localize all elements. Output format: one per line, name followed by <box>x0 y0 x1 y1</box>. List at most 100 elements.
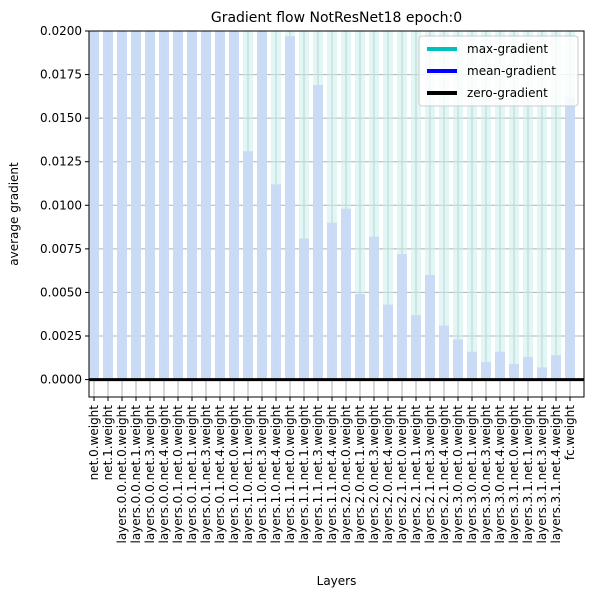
mean-gradient-bar <box>117 31 127 380</box>
mean-gradient-bar <box>467 351 477 380</box>
mean-gradient-bar <box>495 351 505 380</box>
x-tick-label: layers.3.0.net.1.weight <box>465 405 479 544</box>
max-gradient-bar <box>495 31 505 380</box>
mean-gradient-bar <box>397 254 407 380</box>
max-gradient-bar <box>523 31 533 380</box>
y-tick-label: 0.0150 <box>40 111 82 125</box>
bars <box>89 31 575 380</box>
y-tick-label: 0.0025 <box>40 329 82 343</box>
x-tick-label: layers.1.0.net.4.weight <box>269 405 283 544</box>
mean-gradient-bar <box>299 238 309 380</box>
mean-gradient-bar <box>523 356 533 380</box>
mean-gradient-bar <box>425 275 435 380</box>
legend: max-gradient mean-gradient zero-gradient <box>418 35 579 107</box>
x-tick-label: fc.weight <box>563 405 577 460</box>
x-tick-label: layers.2.1.net.0.weight <box>395 405 409 544</box>
legend-label: max-gradient <box>467 42 548 56</box>
x-tick-label: layers.0.0.net.0.weight <box>115 405 129 544</box>
x-tick-label: layers.2.0.net.0.weight <box>339 405 353 544</box>
mean-gradient-bar <box>229 31 239 380</box>
max-gradient-bar <box>481 31 491 380</box>
x-tick-label: layers.2.0.net.1.weight <box>353 405 367 544</box>
x-axis-label: Layers <box>317 574 357 588</box>
mean-gradient-bar <box>159 31 169 380</box>
mean-gradient-bar <box>411 315 421 380</box>
mean-gradient-bar <box>341 208 351 380</box>
mean-gradient-bar <box>327 222 337 380</box>
max-gradient-bar <box>355 31 365 380</box>
legend-label: zero-gradient <box>467 86 548 100</box>
mean-gradient-bar <box>313 85 323 380</box>
x-tick-label: layers.3.1.net.0.weight <box>507 405 521 544</box>
legend-label: mean-gradient <box>467 64 556 78</box>
x-tick-label: layers.1.0.net.1.weight <box>241 405 255 544</box>
x-tick-label: layers.3.0.net.4.weight <box>493 405 507 544</box>
y-tick-label: 0.0175 <box>40 68 82 82</box>
max-gradient-bar <box>439 31 449 380</box>
x-tick-label: layers.3.1.net.4.weight <box>549 405 563 544</box>
y-axis-label: average gradient <box>7 162 21 266</box>
x-tick-label: net.1.weight <box>101 405 115 481</box>
max-gradient-bar <box>453 31 463 380</box>
mean-gradient-bar <box>271 184 281 380</box>
max-gradient-bar <box>537 31 547 380</box>
max-gradient-bar <box>341 31 351 380</box>
mean-gradient-bar <box>369 236 379 380</box>
mean-gradient-bar <box>145 31 155 380</box>
mean-gradient-bar <box>89 31 99 380</box>
x-tick-label: layers.2.1.net.3.weight <box>423 405 437 544</box>
max-gradient-bar <box>383 31 393 380</box>
x-tick-label: layers.0.1.net.0.weight <box>171 405 185 544</box>
mean-gradient-bar <box>201 31 211 380</box>
y-tick-label: 0.0075 <box>40 242 82 256</box>
mean-gradient-bar <box>355 294 365 380</box>
y-tick-label: 0.0100 <box>40 198 82 212</box>
max-gradient-bar <box>397 31 407 380</box>
x-tick-label: layers.3.0.net.3.weight <box>479 405 493 544</box>
x-tick-label: layers.0.0.net.3.weight <box>143 405 157 544</box>
mean-gradient-bar <box>551 355 561 380</box>
chart-title: Gradient flow NotResNet18 epoch:0 <box>211 10 462 26</box>
max-gradient-bar <box>299 31 309 380</box>
max-gradient-bar <box>509 31 519 380</box>
x-tick-label: layers.3.1.net.3.weight <box>535 405 549 544</box>
mean-gradient-bar <box>537 367 547 380</box>
mean-gradient-bar <box>243 151 253 380</box>
mean-gradient-bar <box>215 31 225 380</box>
x-tick-label: layers.0.1.net.3.weight <box>199 405 213 544</box>
max-gradient-bar <box>467 31 477 380</box>
y-tick-label: 0.0000 <box>40 373 82 387</box>
x-tick-label: layers.1.1.net.4.weight <box>325 405 339 544</box>
max-gradient-bar <box>327 31 337 380</box>
mean-gradient-bar <box>481 362 491 380</box>
legend-box <box>418 35 579 107</box>
x-axis: net.0.weight net.1.weight layers.0.0.net.0… <box>87 397 577 544</box>
mean-gradient-bar <box>509 363 519 380</box>
x-tick-label: layers.1.0.net.0.weight <box>227 405 241 544</box>
x-tick-label: layers.1.1.net.1.weight <box>297 405 311 544</box>
mean-gradient-bar <box>103 31 113 380</box>
x-tick-label: layers.2.1.net.4.weight <box>437 405 451 544</box>
x-tick-label: layers.2.0.net.3.weight <box>367 405 381 544</box>
y-tick-label: 0.0125 <box>40 155 82 169</box>
y-tick-label: 0.0050 <box>40 285 82 299</box>
max-gradient-bar <box>411 31 421 380</box>
mean-gradient-bar <box>173 31 183 380</box>
max-gradient-bar <box>551 31 561 380</box>
plot-frame <box>88 30 585 398</box>
x-tick-label: layers.1.1.net.0.weight <box>283 405 297 544</box>
mean-gradient-bar <box>439 325 449 380</box>
mean-gradient-bar <box>131 31 141 380</box>
x-tick-label: layers.1.0.net.3.weight <box>255 405 269 544</box>
x-tick-label: layers.3.0.net.0.weight <box>451 405 465 544</box>
x-tick-label: layers.2.1.net.1.weight <box>409 405 423 544</box>
mean-gradient-bar <box>565 97 575 380</box>
x-tick-label: layers.0.0.net.4.weight <box>157 405 171 544</box>
x-tick-label: layers.0.1.net.4.weight <box>213 405 227 544</box>
mean-gradient-bar <box>453 339 463 380</box>
y-tick-label: 0.0200 <box>40 24 82 38</box>
x-tick-label: net.0.weight <box>87 405 101 481</box>
max-gradient-bar <box>425 31 435 380</box>
